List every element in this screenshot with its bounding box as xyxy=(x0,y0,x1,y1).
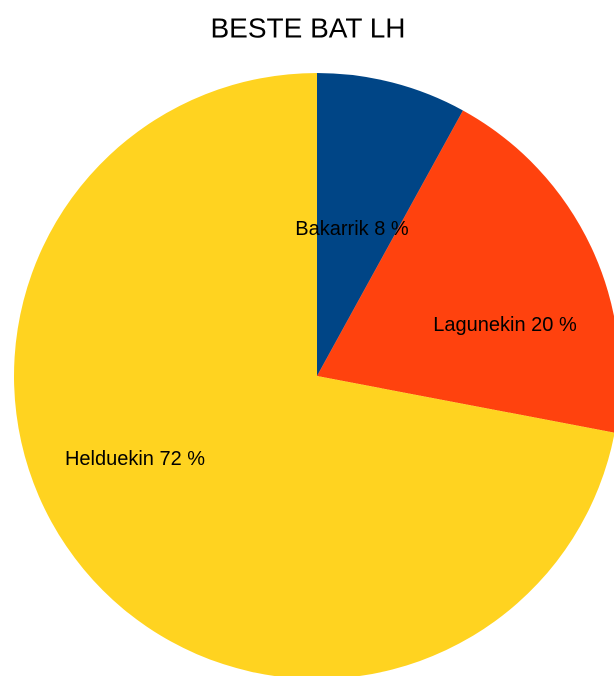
slice-label: Lagunekin 20 % xyxy=(433,314,577,336)
slice-category: Lagunekin xyxy=(433,314,525,336)
slice-category: Helduekin xyxy=(65,448,154,470)
slice-value: 8 % xyxy=(374,218,409,240)
chart-title: BESTE BAT LH xyxy=(210,12,405,43)
slice-value: 72 % xyxy=(159,448,205,470)
slice-value: 20 % xyxy=(531,314,577,336)
slice-category: Bakarrik xyxy=(295,218,369,240)
slice-label: Helduekin 72 % xyxy=(65,448,205,470)
pie-slice xyxy=(317,73,463,376)
pie-slice xyxy=(317,110,614,433)
pie-slice xyxy=(14,73,614,676)
slice-label: Bakarrik 8 % xyxy=(295,218,409,240)
